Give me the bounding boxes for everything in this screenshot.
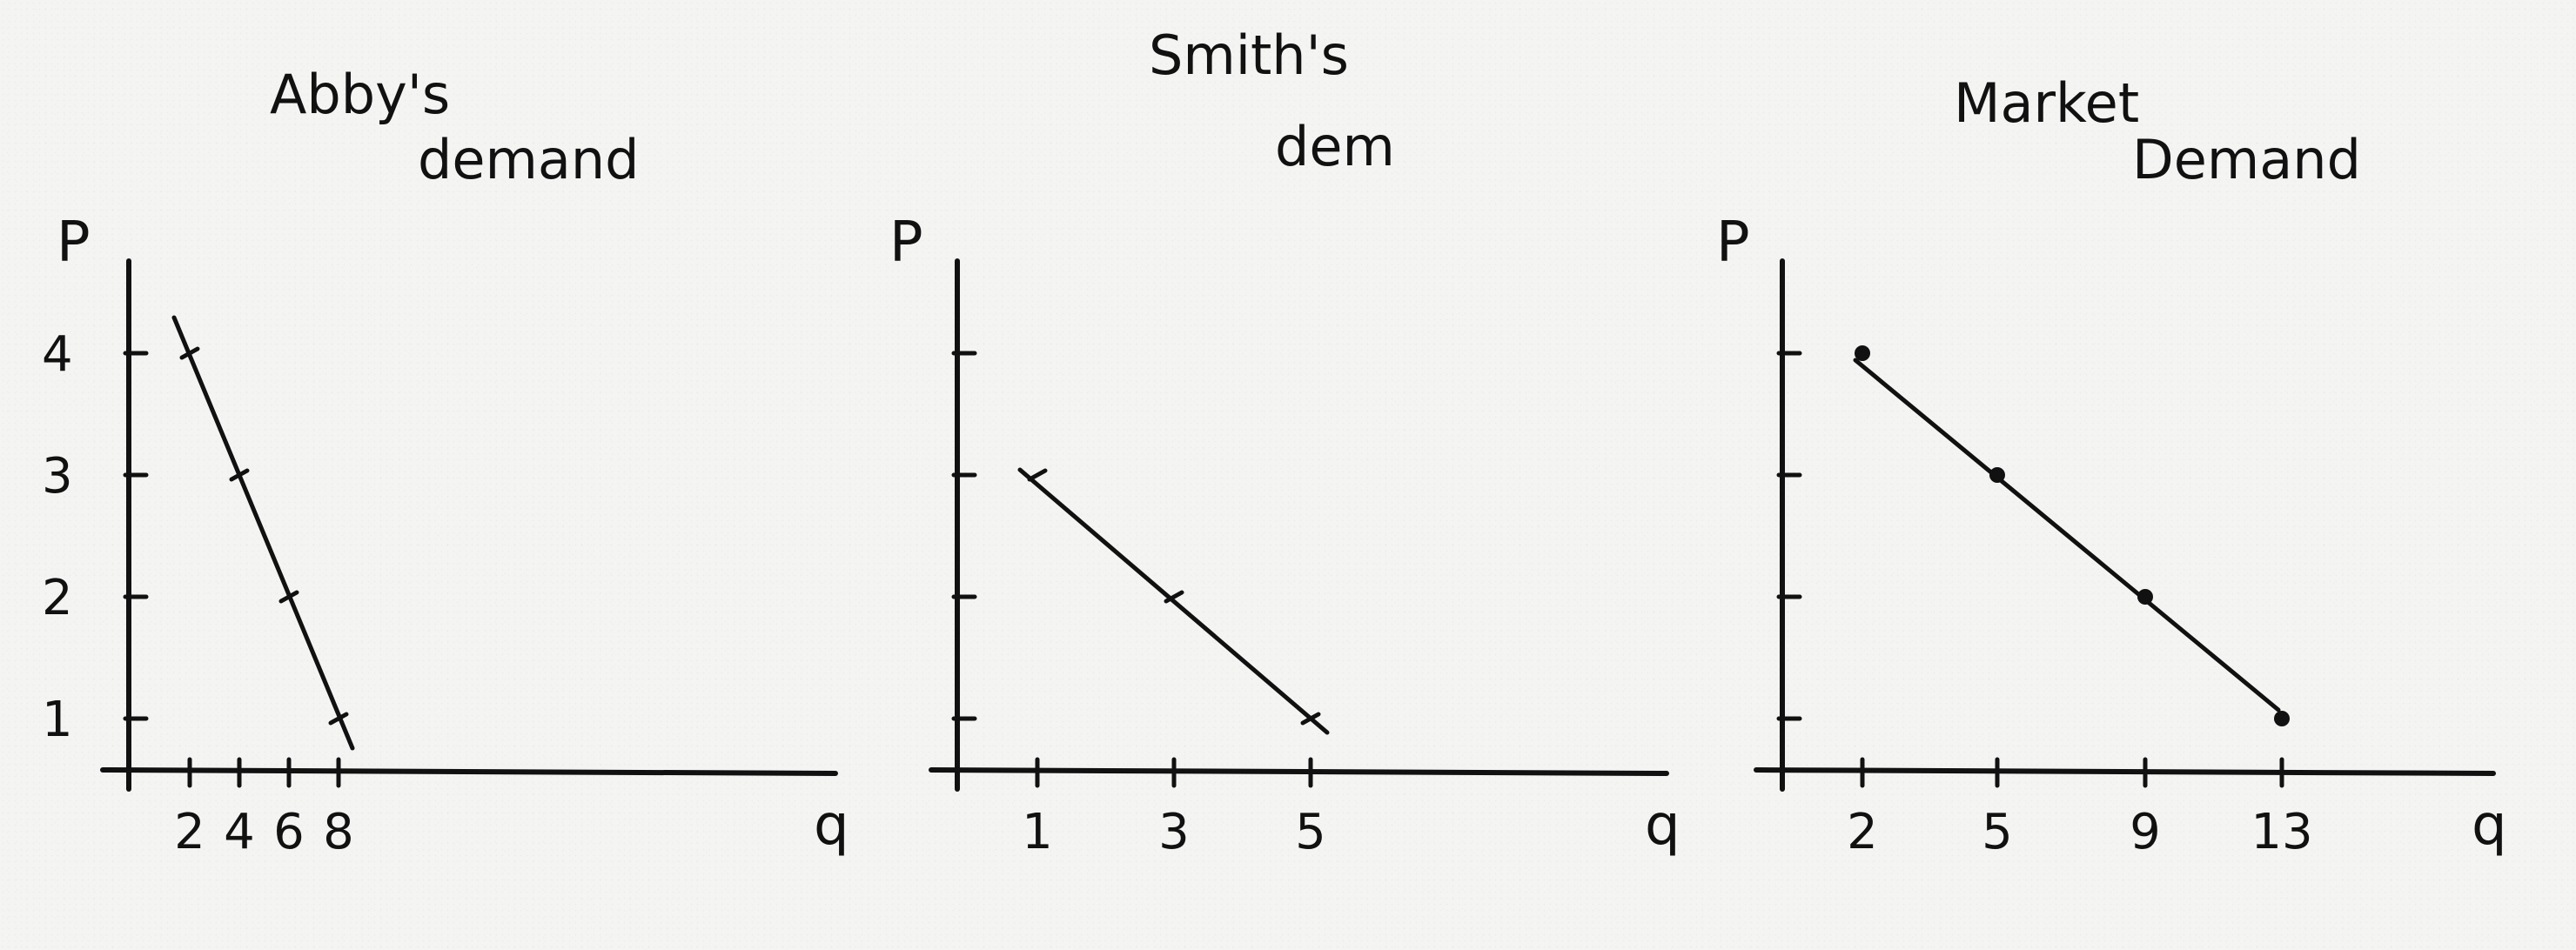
market-x-tick-label-9: 9 <box>2130 804 2161 860</box>
abby-x-tick-label-4: 4 <box>224 804 255 860</box>
market-x-tick-label-13: 13 <box>2251 804 2312 860</box>
market-point-2-4 <box>1855 345 1870 361</box>
smith-x-tick-label-5: 5 <box>1295 804 1326 860</box>
abby-x-axis <box>100 767 838 776</box>
market-point-13-1 <box>2274 711 2290 726</box>
abby-x-tick-label-8: 8 <box>323 804 354 860</box>
market-x-tick-label-5: 5 <box>1982 804 2013 860</box>
market-title-line-1: Market <box>1954 71 2139 135</box>
abby-point-8-1 <box>328 712 349 726</box>
abby-y-tick-label-3: 3 <box>42 448 73 505</box>
abby-point-2-4 <box>179 346 200 360</box>
abby-y-tick-label-1: 1 <box>42 692 73 748</box>
abby-point-4-3 <box>229 468 250 482</box>
market-title-line-2: Demand <box>2132 128 2361 191</box>
smith-plot: 1 3 5 <box>929 258 1669 860</box>
market-y-axis-label: P <box>1716 211 1750 275</box>
abby-x-tick-label-6: 6 <box>273 804 305 860</box>
abby-y-tick-label-4: 4 <box>42 326 73 383</box>
abby-x-axis-label: q <box>814 793 849 858</box>
smith-y-axis-label: P <box>889 211 923 275</box>
market-point-5-3 <box>1989 467 2005 483</box>
market-plot: 2 5 9 13 <box>1754 258 2496 860</box>
smith-x-tick-label-3: 3 <box>1158 804 1190 860</box>
smith-x-axis <box>929 767 1669 776</box>
abby-y-axis-label: P <box>57 211 91 275</box>
smith-x-tick-label-1: 1 <box>1022 804 1053 860</box>
smith-point-5-1 <box>1300 712 1321 726</box>
abby-demand-line <box>171 315 355 751</box>
market-x-axis <box>1754 767 2496 776</box>
market-demand-line <box>1853 358 2281 712</box>
smith-title-line-2: dem <box>1275 115 1395 178</box>
abby-x-tick-label-2: 2 <box>174 804 205 860</box>
smith-point-3-2 <box>1164 590 1184 604</box>
abby-point-6-2 <box>278 590 299 604</box>
market-demand-panel: Market Demand P q 2 5 9 13 <box>1716 71 2507 860</box>
smith-title-line-1: Smith's <box>1149 23 1349 87</box>
market-x-axis-label: q <box>2472 793 2507 858</box>
abby-y-tick-label-2: 2 <box>42 570 73 626</box>
smith-demand-panel: Smith's dem P q 1 3 5 <box>889 23 1680 860</box>
abby-title-line-1: Abby's <box>270 63 450 126</box>
market-x-tick-label-2: 2 <box>1847 804 1878 860</box>
smith-demand-line <box>1017 467 1330 735</box>
abby-title-line-2: demand <box>418 128 640 191</box>
market-point-9-2 <box>2137 589 2153 605</box>
smith-x-axis-label: q <box>1645 793 1680 858</box>
smith-point-1-3 <box>1027 468 1048 482</box>
